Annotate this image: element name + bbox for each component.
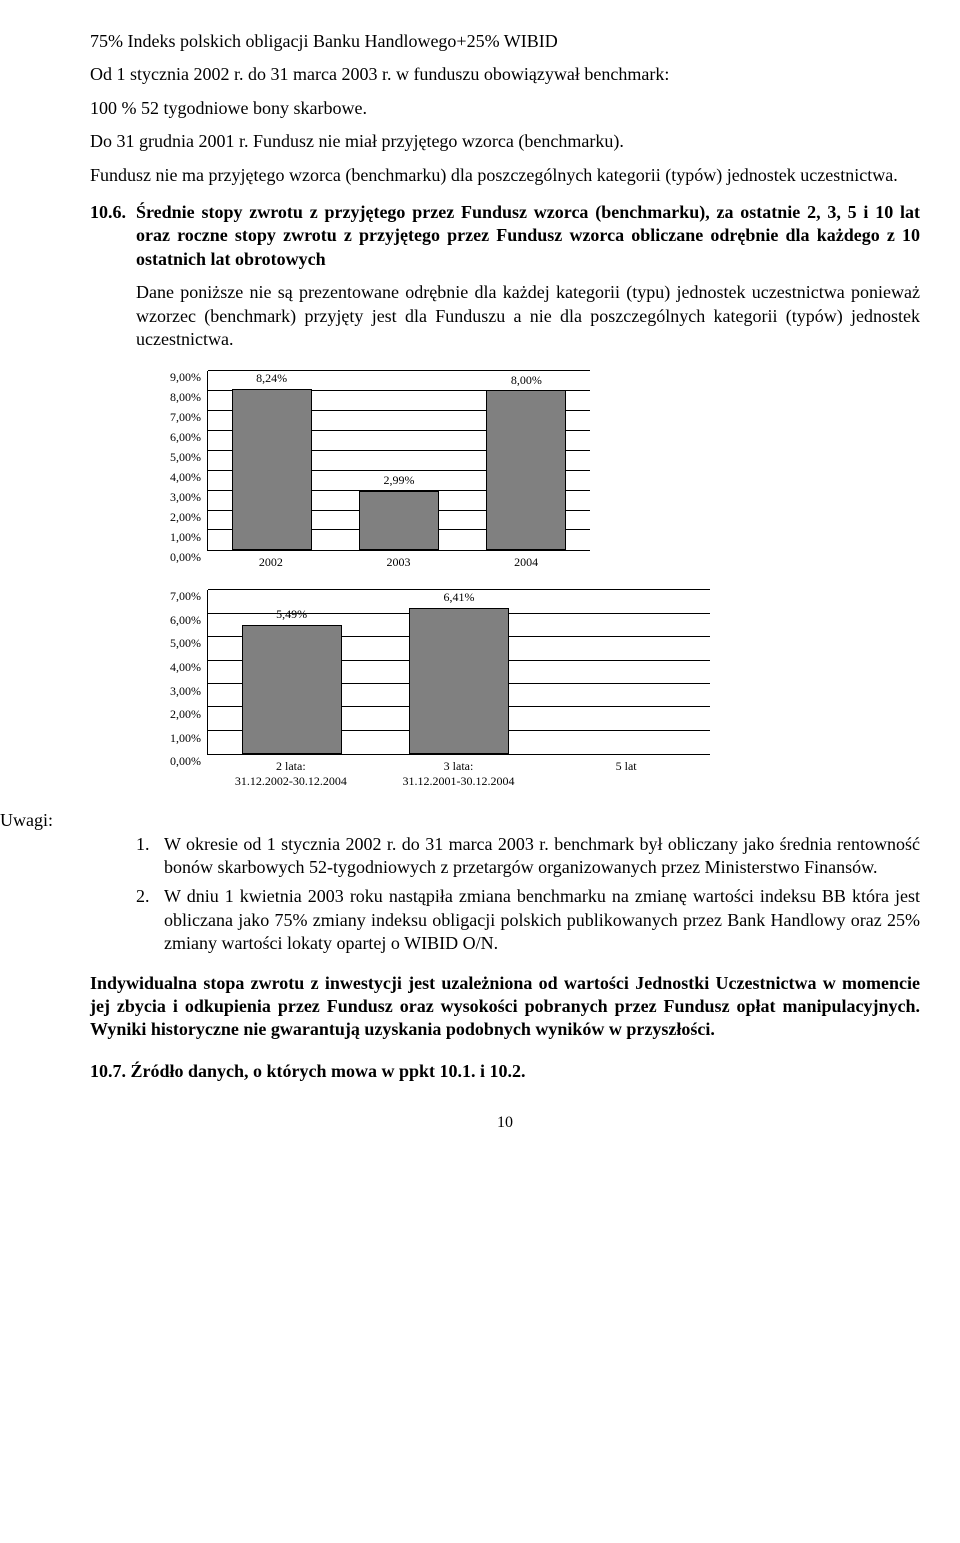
note-text: W okresie od 1 stycznia 2002 r. do 31 ma… [164, 833, 920, 880]
section-10-6: 10.6. Średnie stopy zwrotu z przyjętego … [90, 201, 920, 271]
note-item-2: 2. W dniu 1 kwietnia 2003 roku nastąpiła… [136, 885, 920, 955]
paragraph-bonds: 100 % 52 tygodniowe bony skarbowe. [90, 97, 920, 120]
chart-yearly-returns: 0,00%1,00%2,00%3,00%4,00%5,00%6,00%7,00%… [170, 371, 590, 570]
chart-2-container: 0,00%1,00%2,00%3,00%4,00%5,00%6,00%7,00%… [170, 590, 920, 789]
page-number: 10 [90, 1113, 920, 1134]
note-text: W dniu 1 kwietnia 2003 roku nastąpiła zm… [164, 885, 920, 955]
chart-1-container: 0,00%1,00%2,00%3,00%4,00%5,00%6,00%7,00%… [170, 371, 920, 570]
paragraph-explanation: Dane poniższe nie są prezentowane odrębn… [136, 281, 920, 351]
section-10-7: 10.7. Źródło danych, o których mowa w pp… [90, 1060, 920, 1083]
paragraph-period: Od 1 stycznia 2002 r. do 31 marca 2003 r… [90, 63, 920, 86]
paragraph-no-benchmark-categories: Fundusz nie ma przyjętego wzorca (benchm… [90, 164, 920, 187]
section-title-text: Średnie stopy zwrotu z przyjętego przez … [136, 201, 920, 271]
paragraph-no-benchmark-2001: Do 31 grudnia 2001 r. Fundusz nie miał p… [90, 130, 920, 153]
chart-period-returns: 0,00%1,00%2,00%3,00%4,00%5,00%6,00%7,00%… [170, 590, 710, 789]
section-number: 10.6. [90, 201, 136, 271]
note-item-1: 1. W okresie od 1 stycznia 2002 r. do 31… [136, 833, 920, 880]
notes-label: Uwagi: [0, 809, 920, 832]
paragraph-benchmark-title: 75% Indeks polskich obligacji Banku Hand… [90, 30, 920, 53]
note-number: 2. [136, 885, 164, 955]
note-number: 1. [136, 833, 164, 880]
disclaimer-paragraph: Indywidualna stopa zwrotu z inwestycji j… [90, 972, 920, 1042]
